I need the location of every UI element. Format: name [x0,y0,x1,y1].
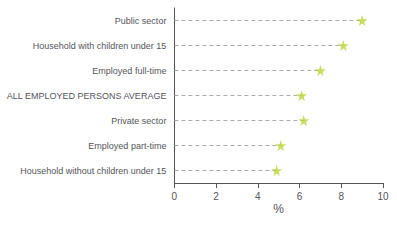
svg-text:0: 0 [172,191,178,202]
svg-text:Household with children under: Household with children under 15 [33,41,167,51]
svg-text:Public sector: Public sector [115,16,167,26]
svg-text:6: 6 [297,191,303,202]
svg-text:ALL EMPLOYED PERSONS AVERAGE: ALL EMPLOYED PERSONS AVERAGE [7,91,167,101]
svg-text:2: 2 [213,191,219,202]
svg-text:Employed part-time: Employed part-time [88,141,166,151]
svg-text:%: % [273,202,284,216]
svg-text:Employed full-time: Employed full-time [92,66,166,76]
svg-text:Household without children und: Household without children under 15 [20,166,166,176]
svg-text:10: 10 [377,191,389,202]
svg-text:8: 8 [338,191,344,202]
svg-text:4: 4 [255,191,261,202]
svg-text:Private sector: Private sector [111,116,166,126]
